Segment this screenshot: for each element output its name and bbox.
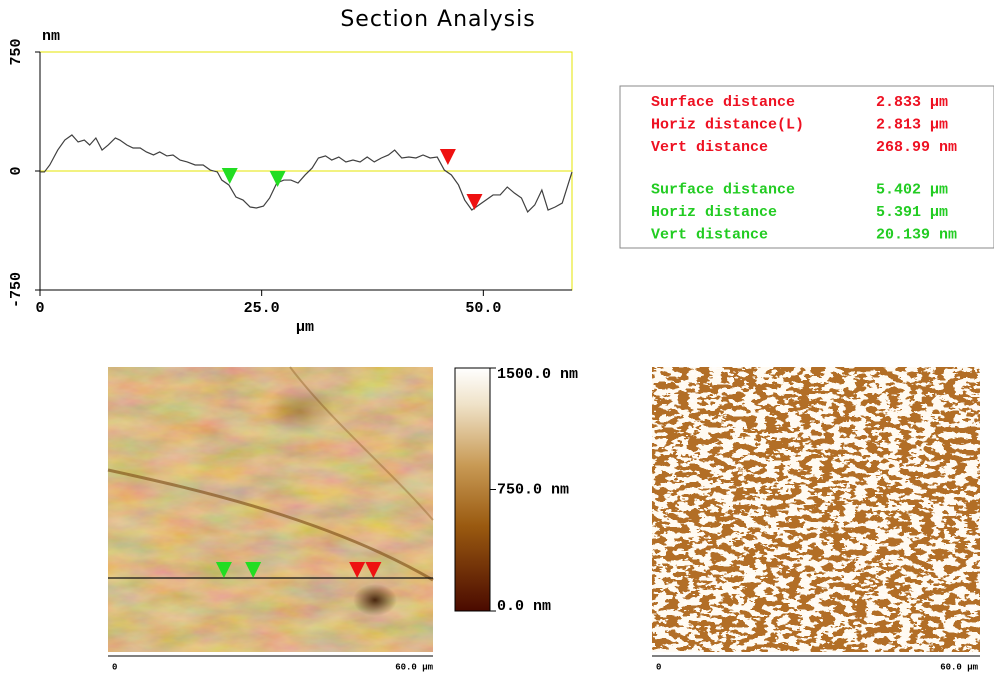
scratch	[107, 468, 434, 582]
x-tick-label: 50.0	[465, 300, 501, 317]
cursor-marker	[245, 562, 262, 578]
profile-line	[40, 134, 573, 213]
height-image	[107, 366, 434, 652]
x-tick-label: 0	[35, 300, 44, 317]
x-tick-label: 25.0	[244, 300, 280, 317]
y-tick-label: 750	[8, 38, 25, 65]
axis-start: 0	[112, 662, 117, 672]
colorbar-ticks: 1500.0 nm 750.0 nm 0.0 nm	[490, 366, 578, 615]
measure-label: Vert distance	[651, 139, 768, 156]
measure-label: Surface distance	[651, 182, 795, 199]
cursor-marker	[215, 562, 232, 578]
axis-start: 0	[656, 662, 661, 672]
cursor-marker	[365, 562, 382, 578]
y-tick-label: -750	[8, 272, 25, 308]
measure-value: 268.99 nm	[876, 139, 957, 156]
amplitude-image	[652, 367, 980, 652]
y-unit: nm	[42, 28, 60, 45]
measure-value: 5.391 µm	[876, 204, 948, 221]
pit	[353, 584, 397, 616]
colorbar-label: 1500.0 nm	[497, 366, 578, 383]
measurement-box	[619, 85, 994, 249]
axis-end: 60.0 µm	[940, 662, 978, 672]
measure-value: 20.139 nm	[876, 227, 957, 244]
profile-plot: -750 0 750 0 25.0 50.0	[8, 38, 573, 317]
y-tick-label: 0	[8, 166, 25, 175]
cursor-marker	[221, 168, 238, 185]
measure-label: Vert distance	[651, 227, 768, 244]
axis-end: 60.0 µm	[395, 662, 433, 672]
pit	[265, 385, 335, 435]
measure-label: Horiz distance	[651, 204, 777, 221]
title: Section Analysis	[340, 7, 535, 32]
x-label: µm	[296, 319, 314, 336]
measure-value: 2.813 µm	[876, 116, 948, 133]
measure-value: 2.833 µm	[876, 94, 948, 111]
cursor-marker	[439, 148, 456, 165]
measurements: Surface distance 2.833 µm Horiz distance(L…	[651, 94, 957, 244]
measure-label: Surface distance	[651, 94, 795, 111]
colorbar	[454, 367, 491, 612]
cursor-marker	[269, 171, 286, 188]
colorbar-label: 0.0 nm	[497, 598, 551, 615]
measure-label: Horiz distance(L)	[651, 116, 804, 133]
cursor-marker	[349, 562, 366, 578]
colorbar-label: 750.0 nm	[497, 481, 569, 498]
cursor-marker	[466, 194, 483, 211]
measure-value: 5.402 µm	[876, 182, 948, 199]
